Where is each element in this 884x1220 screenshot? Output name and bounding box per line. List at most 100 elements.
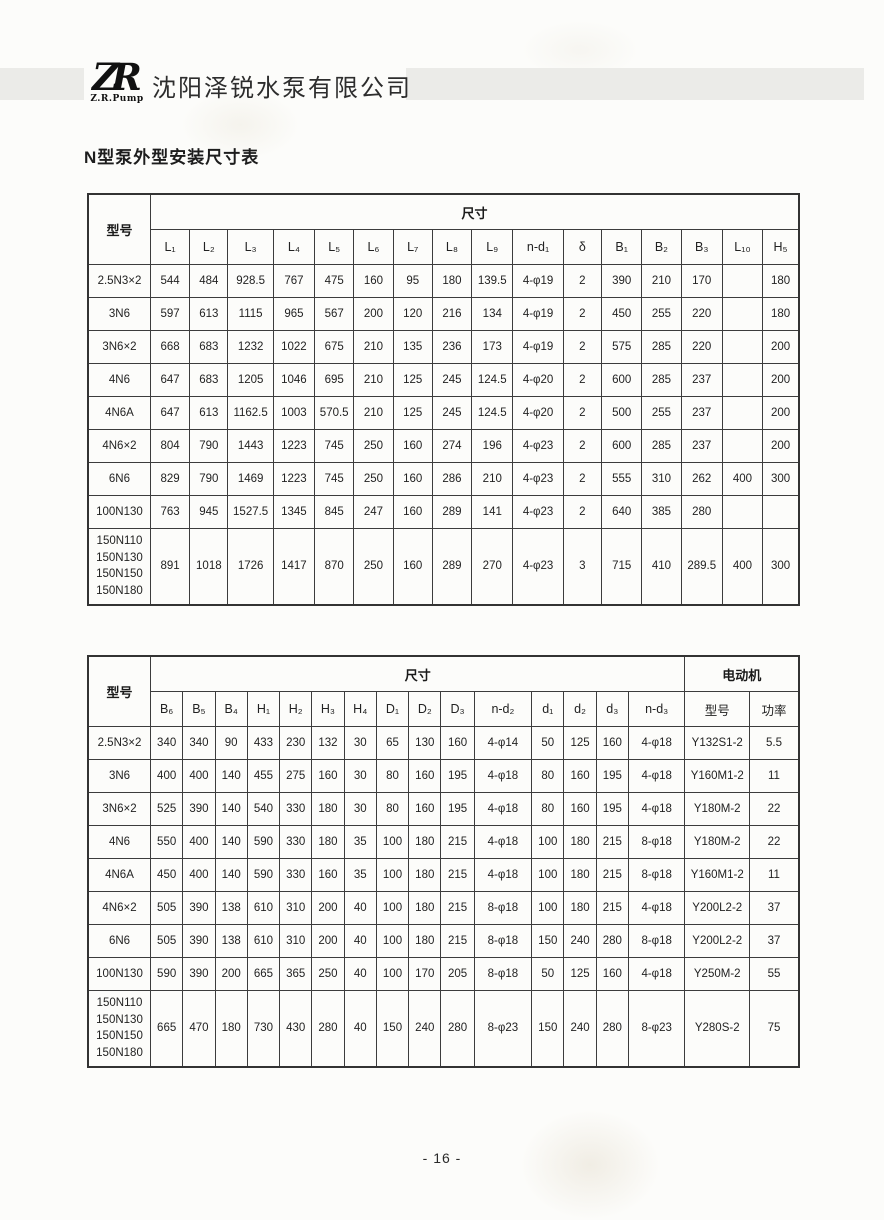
table-cell: 1003 bbox=[272, 396, 316, 430]
table-cell: 400 bbox=[182, 858, 216, 892]
table-cell: 195 bbox=[595, 759, 629, 793]
table-cell: 236 bbox=[431, 330, 473, 364]
table-cell: 390 bbox=[601, 264, 643, 298]
table-cell: 160 bbox=[563, 759, 597, 793]
column-header: B₂ bbox=[641, 229, 682, 265]
table-cell: 132 bbox=[311, 726, 345, 760]
table-cell: 180 bbox=[408, 891, 442, 925]
column-header: d₁ bbox=[531, 691, 565, 727]
table-row: 4N6A 647 613 1162.5 1003 570.5 210 125 245 124.5 4… bbox=[87, 396, 800, 430]
table-row: 2.5N3×2 544 484 928.5 767 475 160 95 180 139.5 4-φ… bbox=[87, 264, 800, 298]
table-cell: 870 bbox=[314, 527, 355, 606]
table-cell: 4-φ19 bbox=[512, 297, 564, 331]
page-number: - 16 - bbox=[422, 1150, 462, 1166]
table-cell: 275 bbox=[279, 759, 313, 793]
column-header: L₁₀ bbox=[721, 229, 764, 265]
table-cell: 400 bbox=[182, 825, 216, 859]
table-cell: 240 bbox=[563, 924, 597, 958]
logo-zr-mark: ZR bbox=[92, 55, 142, 99]
table2-body: 2.5N3×2 340 340 90 433 230 132 30 65 130 160 4-φ14 5… bbox=[87, 726, 800, 1068]
table-cell: 180 bbox=[431, 264, 473, 298]
column-header: L₉ bbox=[471, 229, 514, 265]
table-cell: 4-φ18 bbox=[627, 759, 686, 793]
table-cell: 280 bbox=[311, 989, 345, 1068]
table-cell: 289.5 bbox=[680, 527, 723, 606]
table-cell: 300 bbox=[762, 462, 800, 496]
table-cell: 237 bbox=[680, 363, 723, 397]
table-cell: 80 bbox=[375, 792, 410, 826]
table-cell: 300 bbox=[762, 527, 800, 606]
table-cell: 22 bbox=[749, 825, 800, 859]
table-cell: 390 bbox=[182, 957, 216, 991]
table-cell: 767 bbox=[272, 264, 316, 298]
table-cell: 160 bbox=[595, 726, 629, 760]
table-cell: 215 bbox=[440, 891, 475, 925]
table-cell: 390 bbox=[182, 891, 216, 925]
table-cell: 100 bbox=[375, 957, 410, 991]
table-cell: 30 bbox=[343, 792, 377, 826]
table-cell: 695 bbox=[314, 363, 355, 397]
table-cell: 160 bbox=[311, 759, 345, 793]
table-cell: 125 bbox=[392, 363, 433, 397]
table-cell: 37 bbox=[749, 891, 800, 925]
model-cell: 4N6 bbox=[87, 363, 151, 397]
table-cell: 274 bbox=[431, 429, 473, 463]
table-cell: 237 bbox=[680, 396, 723, 430]
table-cell: 285 bbox=[641, 363, 682, 397]
table-cell: 2 bbox=[562, 495, 603, 529]
table-cell: 555 bbox=[601, 462, 643, 496]
table-cell: 215 bbox=[595, 825, 629, 859]
table2-dims-header: 尺寸 bbox=[150, 655, 686, 692]
table-cell: 668 bbox=[149, 330, 191, 364]
table-cell: 2 bbox=[562, 429, 603, 463]
column-header: L₅ bbox=[314, 229, 355, 265]
table-row: 3N6×2 525 390 140 540 330 180 30 80 160 195 4-φ18 80… bbox=[87, 792, 800, 826]
table-cell: 250 bbox=[353, 527, 394, 606]
column-header: n-d₁ bbox=[512, 229, 564, 265]
table-cell: 195 bbox=[440, 759, 475, 793]
column-header: H₃ bbox=[311, 691, 345, 727]
table-cell: 1232 bbox=[227, 330, 274, 364]
table-cell: 891 bbox=[149, 527, 191, 606]
table-row: 4N6×2 804 790 1443 1223 745 250 160 274 196 4-φ23 2… bbox=[87, 429, 800, 463]
table-cell: 247 bbox=[353, 495, 394, 529]
table-cell: 125 bbox=[563, 957, 597, 991]
table-cell: 330 bbox=[279, 825, 313, 859]
table-cell: 540 bbox=[246, 792, 281, 826]
table-cell: 4-φ19 bbox=[512, 264, 564, 298]
table-cell: 286 bbox=[431, 462, 473, 496]
table-cell: 600 bbox=[601, 429, 643, 463]
table-cell: 1022 bbox=[272, 330, 316, 364]
table-cell: 385 bbox=[641, 495, 682, 529]
table-cell: 240 bbox=[563, 989, 597, 1068]
table-cell: 683 bbox=[189, 363, 229, 397]
table-cell: 200 bbox=[214, 957, 248, 991]
table-cell: 30 bbox=[343, 759, 377, 793]
table-cell: 1018 bbox=[189, 527, 229, 606]
table-cell: 4-φ18 bbox=[473, 858, 533, 892]
table-cell: 210 bbox=[353, 330, 394, 364]
table-cell bbox=[721, 330, 764, 364]
table-row: 4N6 647 683 1205 1046 695 210 125 245 124.5 4-φ20 2… bbox=[87, 363, 800, 397]
table-cell: 230 bbox=[279, 726, 313, 760]
table-cell: 250 bbox=[311, 957, 345, 991]
table-cell: 310 bbox=[279, 924, 313, 958]
table-cell: 597 bbox=[149, 297, 191, 331]
table-cell: 205 bbox=[440, 957, 475, 991]
table-cell: 390 bbox=[182, 924, 216, 958]
table-cell: 160 bbox=[563, 792, 597, 826]
table-cell: 125 bbox=[563, 726, 597, 760]
table-cell: 75 bbox=[749, 989, 800, 1068]
table-cell: 180 bbox=[214, 989, 248, 1068]
table-cell: 289 bbox=[431, 495, 473, 529]
table-row: 3N6 400 400 140 455 275 160 30 80 160 195 4-φ18 80 16… bbox=[87, 759, 800, 793]
table-row: 4N6 550 400 140 590 330 180 35 100 180 215 4-φ18 100… bbox=[87, 825, 800, 859]
table-cell: 4-φ18 bbox=[473, 792, 533, 826]
table-cell: 250 bbox=[353, 462, 394, 496]
table-cell: 505 bbox=[150, 924, 184, 958]
table-cell: 525 bbox=[150, 792, 184, 826]
table-cell: 195 bbox=[595, 792, 629, 826]
table-cell: 180 bbox=[408, 924, 442, 958]
table-row: 150N110 150N130 150N150 150N180 891 1018 17… bbox=[87, 527, 800, 606]
table-cell: 2 bbox=[562, 264, 603, 298]
